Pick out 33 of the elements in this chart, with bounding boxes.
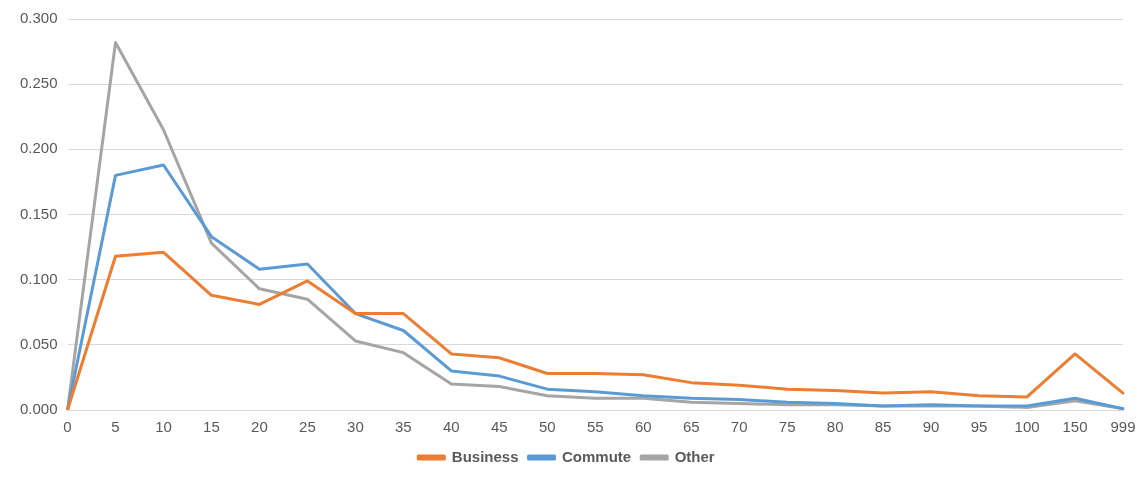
y-tick-label: 0.000: [19, 400, 58, 418]
legend-label: Other: [674, 447, 715, 465]
x-tick-label: 55: [586, 418, 604, 436]
x-tick-label: 0: [63, 418, 72, 436]
x-tick-label: 90: [922, 418, 940, 436]
x-tick-label: 150: [1062, 418, 1088, 436]
y-tick-label: 0.150: [19, 204, 58, 222]
x-tick-label: 75: [778, 418, 796, 436]
y-tick-label: 0.300: [19, 9, 58, 27]
x-tick-label: 30: [347, 418, 364, 436]
x-tick-label: 85: [874, 418, 892, 436]
x-tick-label: 45: [490, 418, 508, 436]
legend-label: Commute: [562, 447, 632, 465]
x-tick-label: 35: [395, 418, 412, 436]
x-tick-label: 20: [251, 418, 268, 436]
x-tick-label: 15: [203, 418, 220, 436]
legend-label: Business: [451, 447, 519, 465]
x-tick-label: 10: [155, 418, 172, 436]
x-tick-label: 999: [1110, 418, 1136, 436]
x-tick-label: 80: [826, 418, 844, 436]
x-tick-label: 70: [730, 418, 748, 436]
x-tick-label: 65: [682, 418, 700, 436]
y-tick-label: 0.100: [19, 269, 58, 287]
x-tick-label: 5: [111, 418, 120, 436]
y-tick-label: 0.250: [19, 74, 58, 92]
y-tick-label: 0.200: [19, 139, 58, 157]
x-tick-label: 95: [970, 418, 988, 436]
x-tick-label: 50: [538, 418, 556, 436]
y-tick-label: 0.050: [19, 334, 58, 352]
x-tick-label: 60: [634, 418, 652, 436]
x-tick-label: 40: [443, 418, 460, 436]
x-tick-label: 100: [1014, 418, 1040, 436]
x-tick-label: 25: [299, 418, 316, 436]
